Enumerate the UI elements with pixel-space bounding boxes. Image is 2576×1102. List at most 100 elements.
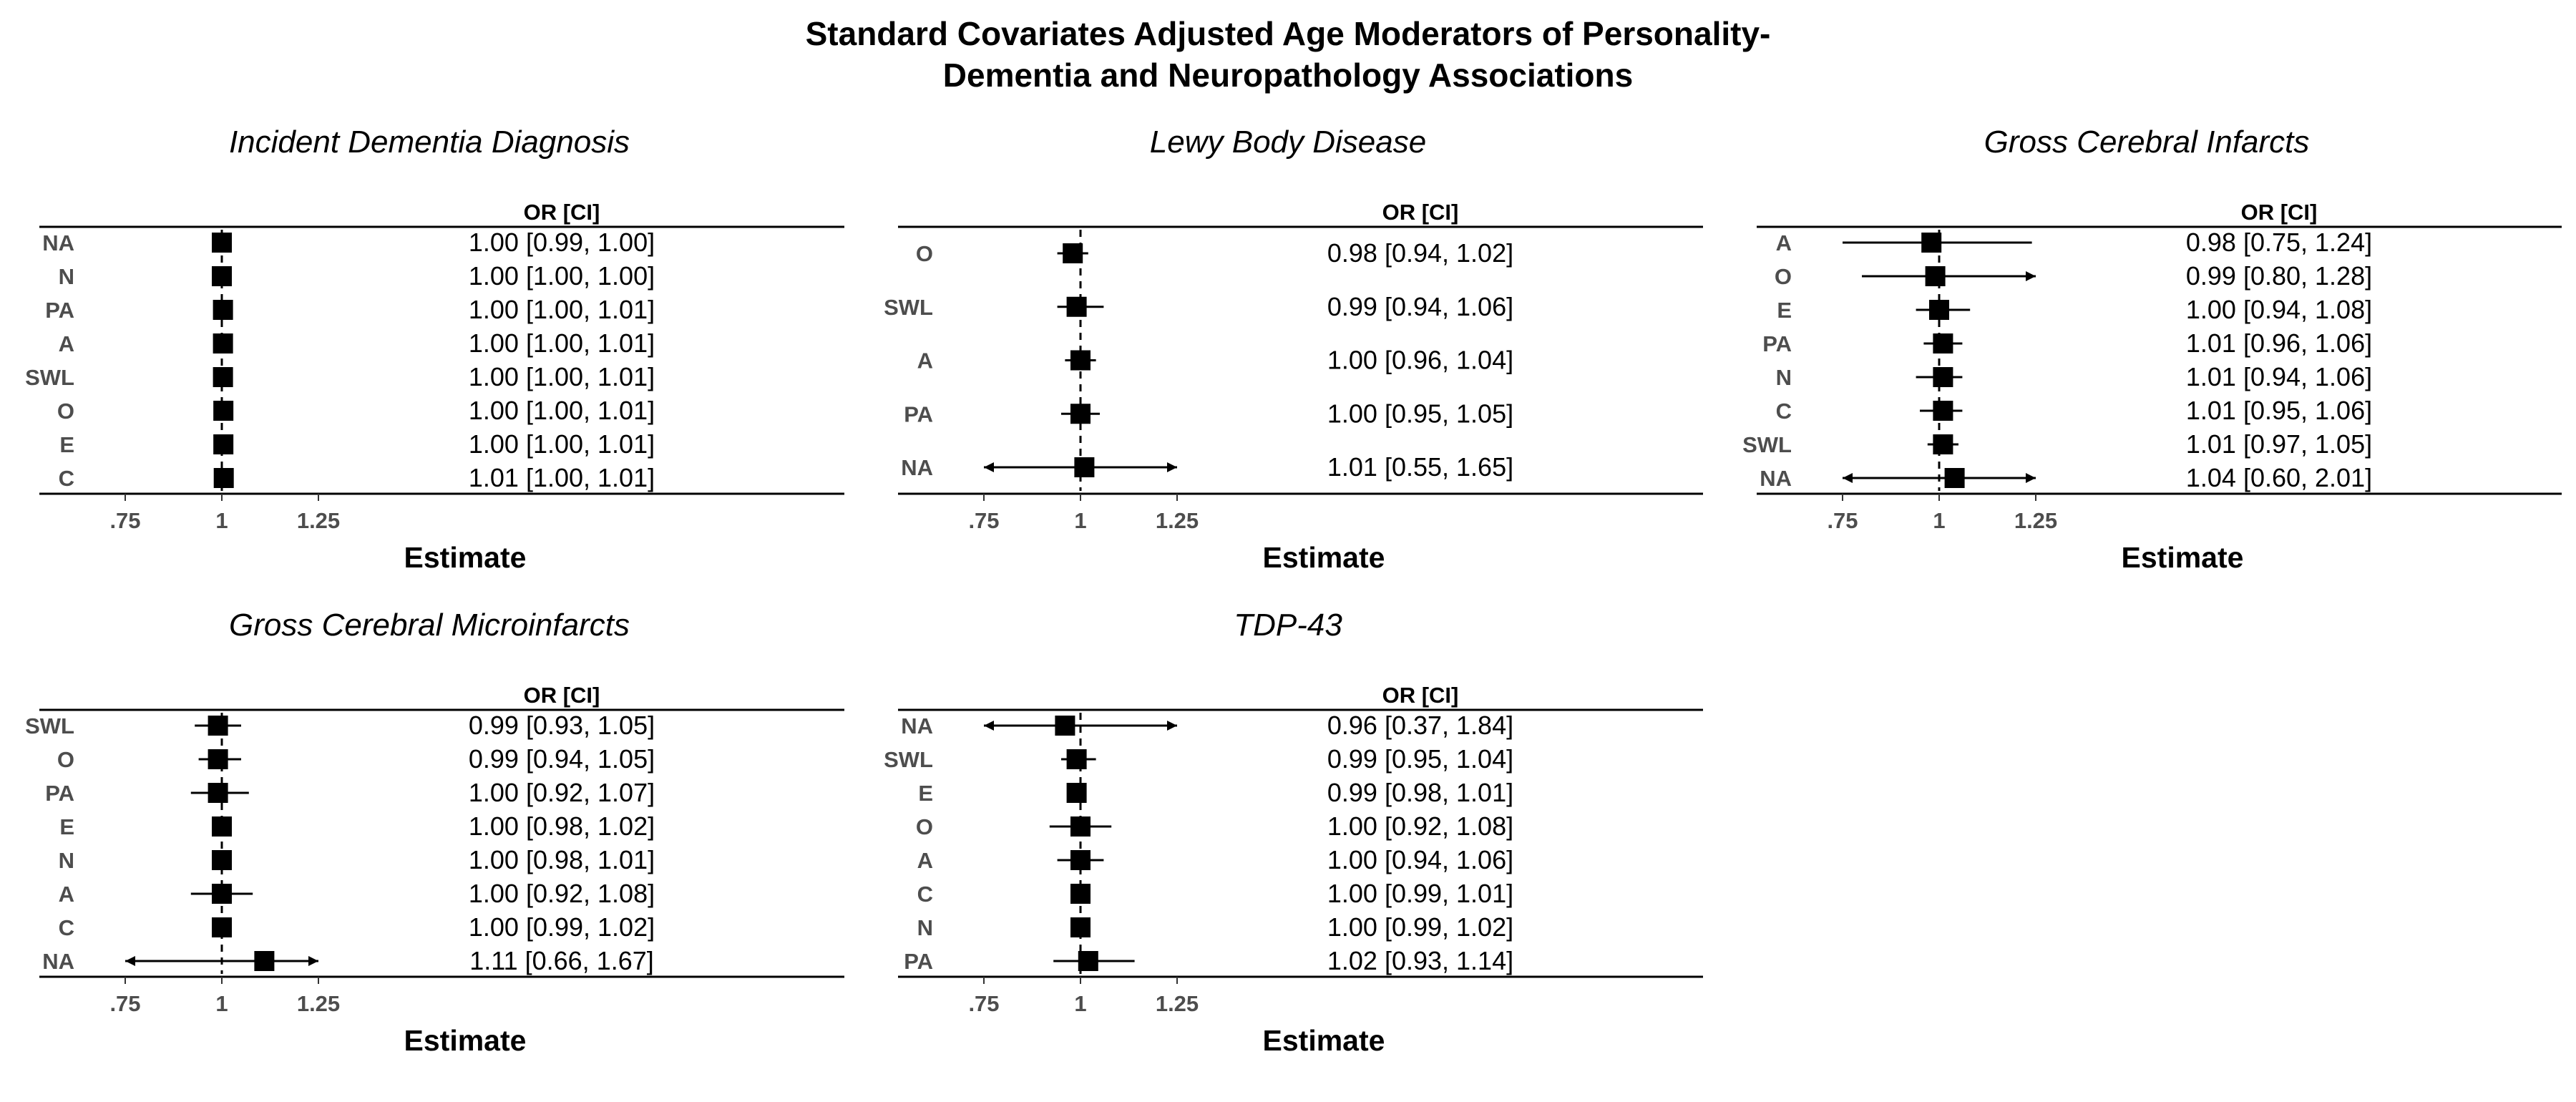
column-header: OR [CI] — [1382, 200, 1459, 225]
panel-title: Lewy Body Disease — [1150, 125, 1426, 160]
row-ci-text: 1.01 [0.55, 1.65] — [1327, 452, 1513, 482]
x-axis-label: Estimate — [1263, 1024, 1385, 1057]
panel-microinfarcts: Gross Cerebral Microinfarcts OR [CI] .75 1 1… — [0, 601, 859, 1102]
point-estimate — [1933, 367, 1953, 387]
row-ci-text: 1.00 [1.00, 1.01] — [469, 328, 655, 358]
row-ci-text: 1.01 [0.96, 1.06] — [2186, 328, 2372, 358]
x-tick-label: .75 — [109, 991, 140, 1016]
row-label: NA — [901, 455, 933, 480]
row-label: C — [59, 466, 74, 491]
forest-plot-gross-infarcts: Gross Cerebral Infarcts OR [CI] .75 1 1.25 Es… — [1742, 125, 2562, 574]
panel-title: Gross Cerebral Infarcts — [1984, 125, 2310, 160]
point-estimate — [1066, 749, 1087, 769]
row-label: N — [917, 915, 933, 940]
row-ci-text: 1.01 [1.00, 1.01] — [469, 463, 655, 492]
row-label: NA — [1760, 466, 1792, 491]
row-label: SWL — [25, 713, 74, 738]
point-estimate — [213, 367, 233, 387]
point-estimate — [208, 783, 228, 803]
column-header: OR [CI] — [2241, 200, 2318, 225]
point-estimate — [1944, 468, 1965, 488]
row-ci-text: 0.98 [0.94, 1.02] — [1327, 238, 1513, 268]
row-ci-text: 1.00 [0.92, 1.08] — [1327, 811, 1513, 841]
panel-gross-infarcts: Gross Cerebral Infarcts OR [CI] .75 1 1.25 Es… — [1717, 118, 2576, 619]
row-label: E — [59, 432, 74, 457]
row-ci-text: 1.00 [0.99, 1.02] — [1327, 912, 1513, 942]
row-ci-text: 1.00 [1.00, 1.01] — [469, 295, 655, 324]
row-ci-text: 0.98 [0.75, 1.24] — [2186, 228, 2372, 257]
point-estimate — [1925, 266, 1946, 286]
row-ci-text: 1.00 [0.98, 1.01] — [469, 845, 655, 874]
panel-incident-dementia: Incident Dementia Diagnosis OR [CI] .75 1 1.… — [0, 118, 859, 619]
row-label: SWL — [25, 365, 74, 390]
figure-title: Standard Covariates Adjusted Age Moderat… — [0, 13, 2576, 96]
x-tick-label: 1.25 — [297, 991, 340, 1016]
row-ci-text: 0.99 [0.95, 1.04] — [1327, 744, 1513, 774]
row-label: NA — [42, 949, 74, 974]
point-estimate — [1070, 917, 1091, 937]
row-label: N — [1776, 365, 1792, 390]
point-estimate — [213, 434, 234, 454]
ci-arrow-right — [1167, 721, 1177, 731]
row-ci-text: 1.04 [0.60, 2.01] — [2186, 463, 2372, 492]
forest-plot-lewy-body: Lewy Body Disease OR [CI] .75 1 1.25 Estimate… — [884, 125, 1703, 574]
row-label: PA — [904, 949, 933, 974]
point-estimate — [1933, 333, 1953, 353]
column-header: OR [CI] — [1382, 683, 1459, 708]
x-tick-label: 1.25 — [1156, 991, 1199, 1016]
row-label: O — [916, 814, 933, 839]
point-estimate — [1055, 716, 1075, 736]
row-ci-text: 1.00 [1.00, 1.01] — [469, 362, 655, 391]
row-ci-text: 1.00 [0.99, 1.01] — [1327, 879, 1513, 908]
panel-tdp43: TDP-43 OR [CI] .75 1 1.25 Estimate NA 0.96 [0.3… — [859, 601, 1717, 1102]
point-estimate — [212, 233, 232, 253]
point-estimate — [1070, 404, 1091, 424]
row-label: A — [59, 331, 74, 356]
point-estimate — [1066, 296, 1087, 317]
row-ci-text: 1.00 [1.00, 1.01] — [469, 396, 655, 425]
point-estimate — [1070, 884, 1091, 904]
ci-arrow-left — [984, 462, 994, 472]
row-label: PA — [45, 298, 74, 323]
row-ci-text: 0.99 [0.93, 1.05] — [469, 711, 655, 740]
x-tick-label: .75 — [109, 508, 140, 533]
row-label: C — [59, 915, 74, 940]
row-label: C — [1776, 399, 1792, 424]
x-tick-label: .75 — [968, 991, 999, 1016]
point-estimate — [212, 884, 232, 904]
row-label: C — [917, 882, 933, 907]
x-tick-label: 1.25 — [297, 508, 340, 533]
row-label: PA — [45, 781, 74, 806]
row-label: E — [1777, 298, 1792, 323]
ci-arrow-right — [1167, 462, 1177, 472]
x-axis-label: Estimate — [404, 1024, 527, 1057]
ci-arrow-left — [125, 956, 135, 966]
row-ci-text: 0.96 [0.37, 1.84] — [1327, 711, 1513, 740]
x-tick-label: 1 — [1074, 991, 1086, 1016]
row-ci-text: 0.99 [0.80, 1.28] — [2186, 261, 2372, 291]
row-label: SWL — [884, 747, 933, 772]
x-axis-label: Estimate — [1263, 541, 1385, 574]
row-ci-text: 1.00 [0.99, 1.00] — [469, 228, 655, 257]
x-axis-label: Estimate — [2122, 541, 2244, 574]
row-label: NA — [42, 230, 74, 255]
point-estimate — [1921, 233, 1942, 253]
row-label: N — [59, 848, 74, 873]
row-ci-text: 0.99 [0.94, 1.06] — [1327, 292, 1513, 321]
x-tick-label: 1 — [215, 991, 228, 1016]
point-estimate — [1929, 300, 1949, 320]
point-estimate — [213, 401, 234, 421]
forest-plot-microinfarcts: Gross Cerebral Microinfarcts OR [CI] .75 1 1… — [25, 608, 844, 1057]
row-label: SWL — [884, 295, 933, 320]
row-label: E — [918, 781, 933, 806]
row-label: A — [917, 348, 933, 374]
point-estimate — [212, 850, 232, 870]
point-estimate — [213, 333, 233, 353]
panel-title: Incident Dementia Diagnosis — [229, 125, 630, 160]
row-label: O — [916, 241, 933, 266]
row-ci-text: 1.00 [0.92, 1.07] — [469, 778, 655, 807]
row-label: O — [57, 399, 74, 424]
row-ci-text: 1.00 [0.92, 1.08] — [469, 879, 655, 908]
row-label: A — [1776, 230, 1792, 255]
